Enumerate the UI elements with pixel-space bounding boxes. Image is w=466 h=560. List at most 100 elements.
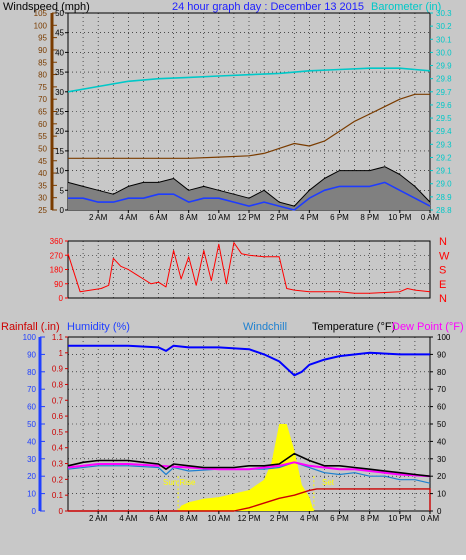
- humidity-tick-label: 80: [27, 368, 36, 377]
- outer-left-tick-label: 90: [38, 46, 47, 55]
- x-tick-label: 6 AM: [149, 213, 168, 222]
- rain-tick-label: 1: [59, 349, 64, 358]
- rain-tick-label: 0.2: [52, 475, 64, 484]
- temp-tick-label: 0: [437, 507, 442, 516]
- x-tick-label: 8 PM: [360, 514, 379, 523]
- direction-tick-label: 180: [50, 266, 64, 275]
- rain-tick-label: 0.4: [52, 444, 64, 453]
- humidity-tick-label: 50: [27, 420, 36, 429]
- x-tick-label: 2 AM: [89, 213, 108, 222]
- outer-left-tick-label: 105: [34, 9, 48, 18]
- rain-tick-label: 0.5: [52, 428, 64, 437]
- wind-tick-label: 5: [60, 186, 65, 195]
- x-tick-label: 8 AM: [180, 213, 199, 222]
- x-tick-label: 4 AM: [119, 213, 138, 222]
- baro-tick-label: 30.3: [436, 9, 452, 18]
- outer-left-tick-label: 95: [38, 34, 47, 43]
- humidity-tick-label: 20: [27, 472, 36, 481]
- rain-tick-label: 0.8: [52, 380, 64, 389]
- compass-label: N: [439, 236, 447, 248]
- sunrise-label: Sun Rise: [163, 478, 196, 487]
- x-tick-label: 4 PM: [300, 514, 319, 523]
- wind-gust-line: [67, 166, 431, 207]
- x-tick-label: 10 AM: [207, 213, 230, 222]
- solar-area: [178, 424, 314, 511]
- humidity-tick-label: 90: [27, 350, 36, 359]
- baro-tick-label: 28.9: [436, 193, 452, 202]
- rain-tick-label: 0.9: [52, 365, 64, 374]
- direction-tick-label: 90: [54, 280, 63, 289]
- outer-left-tick-label: 50: [38, 144, 47, 153]
- temp-tick-label: 60: [437, 403, 446, 412]
- x-tick-label: 4 AM: [119, 514, 138, 523]
- humidity-line: [68, 344, 430, 377]
- x-tick-label: 6 PM: [330, 213, 349, 222]
- wind-tick-label: 40: [55, 48, 64, 57]
- wind-tick-label: 50: [55, 9, 64, 18]
- windchill-axis-label: Windchill: [243, 321, 287, 333]
- compass-label: N: [439, 293, 447, 305]
- compass-label: W: [439, 250, 450, 262]
- baro-tick-label: 29.9: [436, 62, 452, 71]
- rain-tick-label: 0: [59, 507, 64, 516]
- baro-tick-label: 30.0: [436, 48, 452, 57]
- humidity-tick-label: 70: [27, 385, 36, 394]
- wind-tick-label: 30: [55, 88, 64, 97]
- wind-tick-label: 25: [55, 108, 64, 117]
- x-tick-label: 12 PM: [237, 213, 260, 222]
- baro-tick-label: 29.2: [436, 153, 452, 162]
- rain-tick-label: 0.1: [52, 491, 64, 500]
- outer-left-tick-label: 100: [34, 21, 48, 30]
- baro-tick-label: 28.8: [436, 206, 452, 215]
- temperature-line: [67, 452, 431, 477]
- x-tick-label: 10 AM: [207, 514, 230, 523]
- baro-tick-label: 30.2: [436, 22, 452, 31]
- outer-left-tick-label: 35: [38, 181, 47, 190]
- x-tick-label: 4 PM: [300, 213, 319, 222]
- outer-left-tick-label: 30: [38, 194, 47, 203]
- baro-tick-label: 29.6: [436, 101, 452, 110]
- baro-tick-label: 29.4: [436, 127, 452, 136]
- outer-left-tick-label: 60: [38, 120, 47, 129]
- compass-label: S: [439, 265, 446, 277]
- outer-left-tick-label: 55: [38, 132, 47, 141]
- outer-left-tick-label: 80: [38, 71, 47, 80]
- x-tick-label: 6 PM: [330, 514, 349, 523]
- direction-tick-label: 270: [50, 251, 64, 260]
- outer-left-tick-label: 85: [38, 58, 47, 67]
- x-tick-label: 10 PM: [388, 213, 411, 222]
- dewpoint-line: [67, 461, 431, 478]
- humidity-tick-label: 100: [23, 333, 37, 342]
- rainfall-line: [68, 488, 431, 512]
- baro-tick-label: 29.1: [436, 167, 452, 176]
- x-tick-label: 12 PM: [237, 514, 260, 523]
- humidity-tick-label: 0: [32, 507, 37, 516]
- outer-left-tick-label: 70: [38, 95, 47, 104]
- humidity-tick-label: 10: [27, 490, 36, 499]
- rain-tick-label: 0.7: [52, 396, 64, 405]
- x-tick-label: 2 AM: [89, 514, 108, 523]
- outer-left-tick-label: 45: [38, 157, 47, 166]
- wind-tick-label: 0: [60, 206, 65, 215]
- temp-tick-label: 80: [437, 368, 446, 377]
- baro-tick-label: 29.8: [436, 75, 452, 84]
- wind-gust-area: [68, 166, 430, 210]
- barometer-axis-label: Barometer (in): [371, 1, 441, 13]
- rain-tick-label: 1.1: [52, 333, 64, 342]
- x-tick-label: 6 AM: [149, 514, 168, 523]
- wind-tick-label: 10: [55, 167, 64, 176]
- outer-axis-line: [68, 93, 430, 159]
- chart-title: 24 hour graph day : December 13 2015: [172, 1, 364, 13]
- temp-tick-label: 10: [437, 490, 446, 499]
- temperature-axis-label: Temperature (°F): [312, 321, 395, 333]
- x-tick-label: 8 AM: [180, 514, 199, 523]
- windspeed-axis-label: Windspeed (mph): [3, 1, 90, 13]
- temp-tick-label: 70: [437, 385, 446, 394]
- wind-tick-label: 45: [55, 29, 64, 38]
- baro-tick-label: 30.1: [436, 35, 452, 44]
- humidity-tick-label: 40: [27, 437, 36, 446]
- windchill-line: [67, 461, 431, 484]
- direction-tick-label: 0: [59, 294, 64, 303]
- outer-left-tick-label: 25: [38, 206, 47, 215]
